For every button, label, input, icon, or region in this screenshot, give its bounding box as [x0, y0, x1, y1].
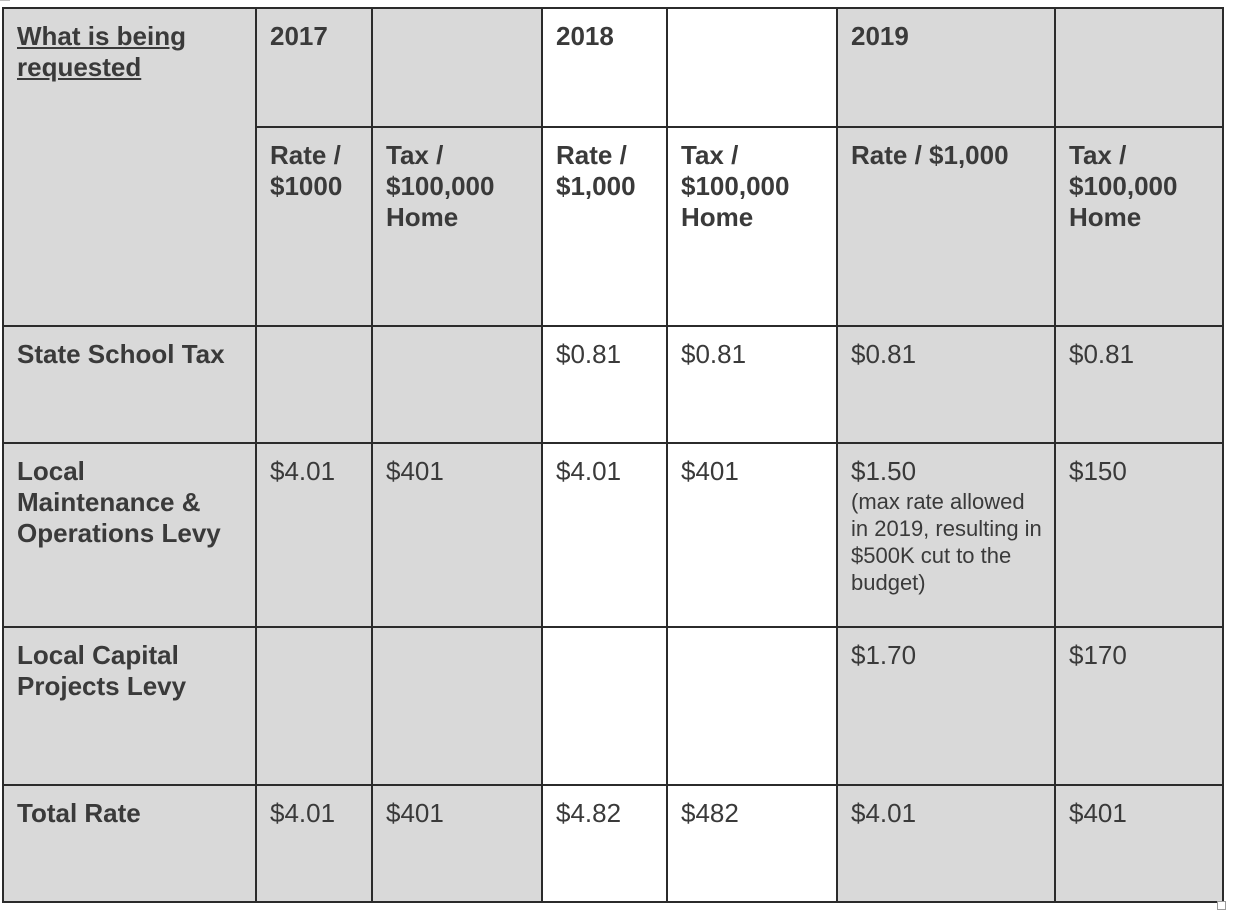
row-label: Local Maintenance & Operations Levy: [2, 442, 257, 628]
tax-2018-cell: $482: [666, 784, 838, 903]
rate-2017-cell: $4.01: [255, 442, 373, 628]
tax-2019-cell: $401: [1054, 784, 1224, 903]
rate-2019-header: Rate / $1,000: [836, 126, 1056, 327]
rate-2019-cell: $0.81: [836, 325, 1056, 444]
rate-2019-value: $1.70: [851, 640, 917, 670]
rate-2019-value: $1.50: [851, 456, 917, 486]
page-corner-mark: [0, 0, 10, 1]
rate-2019-note: (max rate allowed in 2019, resulting in …: [851, 489, 1042, 595]
rate-2017-cell: [255, 325, 373, 444]
tax-2017-cell: $401: [371, 442, 543, 628]
table-row: Total Rate $4.01 $401 $4.82 $482 $4.01 $…: [2, 784, 1224, 903]
levy-rate-table: What is being requested 2017 2018 2019 R…: [2, 7, 1224, 903]
rate-2019-value: $0.81: [851, 339, 917, 369]
tax-2018-cell: $0.81: [666, 325, 838, 444]
rate-2018-cell: [541, 626, 668, 786]
row-label: Local Capital Projects Levy: [2, 626, 257, 786]
tax-2018-cell: $401: [666, 442, 838, 628]
rate-2019-cell: $1.70: [836, 626, 1056, 786]
rate-2017-cell: $4.01: [255, 784, 373, 903]
tax-2018-header: Tax / $100,000 Home: [666, 126, 838, 327]
tax-2017-header: Tax / $100,000 Home: [371, 126, 543, 327]
what-requested-label: What is being requested: [17, 21, 186, 82]
rate-2019-cell: $1.50 (max rate allowed in 2019, resulti…: [836, 442, 1056, 628]
tax-2019-cell: $0.81: [1054, 325, 1224, 444]
tax-2018-cell: [666, 626, 838, 786]
year-2019-header: 2019: [836, 7, 1056, 128]
row-label: Total Rate: [2, 784, 257, 903]
rate-2017-header: Rate / $1000: [255, 126, 373, 327]
tax-2017-cell: $401: [371, 784, 543, 903]
tax-2017-cell: [371, 626, 543, 786]
table-row: Local Capital Projects Levy $1.70 $170: [2, 626, 1224, 786]
rate-2018-cell: $4.82: [541, 784, 668, 903]
rate-2018-cell: $4.01: [541, 442, 668, 628]
year-2017-header: 2017: [255, 7, 373, 128]
table-row: State School Tax $0.81 $0.81 $0.81 $0.81: [2, 325, 1224, 444]
tax-2019-cell: $170: [1054, 626, 1224, 786]
rate-2018-header: Rate / $1,000: [541, 126, 668, 327]
rate-2019-cell: $4.01: [836, 784, 1056, 903]
tax-2019-header: Tax / $100,000 Home: [1054, 126, 1224, 327]
what-requested-header: What is being requested: [2, 7, 257, 327]
year-2018-spacer: [666, 7, 838, 128]
table-row: Local Maintenance & Operations Levy $4.0…: [2, 442, 1224, 628]
row-label: State School Tax: [2, 325, 257, 444]
table-resize-handle[interactable]: [1217, 901, 1226, 910]
rate-2019-value: $4.01: [851, 798, 917, 828]
tax-2017-cell: [371, 325, 543, 444]
year-header-row: What is being requested 2017 2018 2019: [2, 7, 1224, 327]
column-header-row: Rate / $1000 Tax / $100,000 Home Rate / …: [3, 126, 1224, 327]
year-2019-spacer: [1054, 7, 1224, 128]
year-2018-header: 2018: [541, 7, 668, 128]
year-2017-spacer: [371, 7, 543, 128]
rate-2017-cell: [255, 626, 373, 786]
rate-2018-cell: $0.81: [541, 325, 668, 444]
tax-2019-cell: $150: [1054, 442, 1224, 628]
